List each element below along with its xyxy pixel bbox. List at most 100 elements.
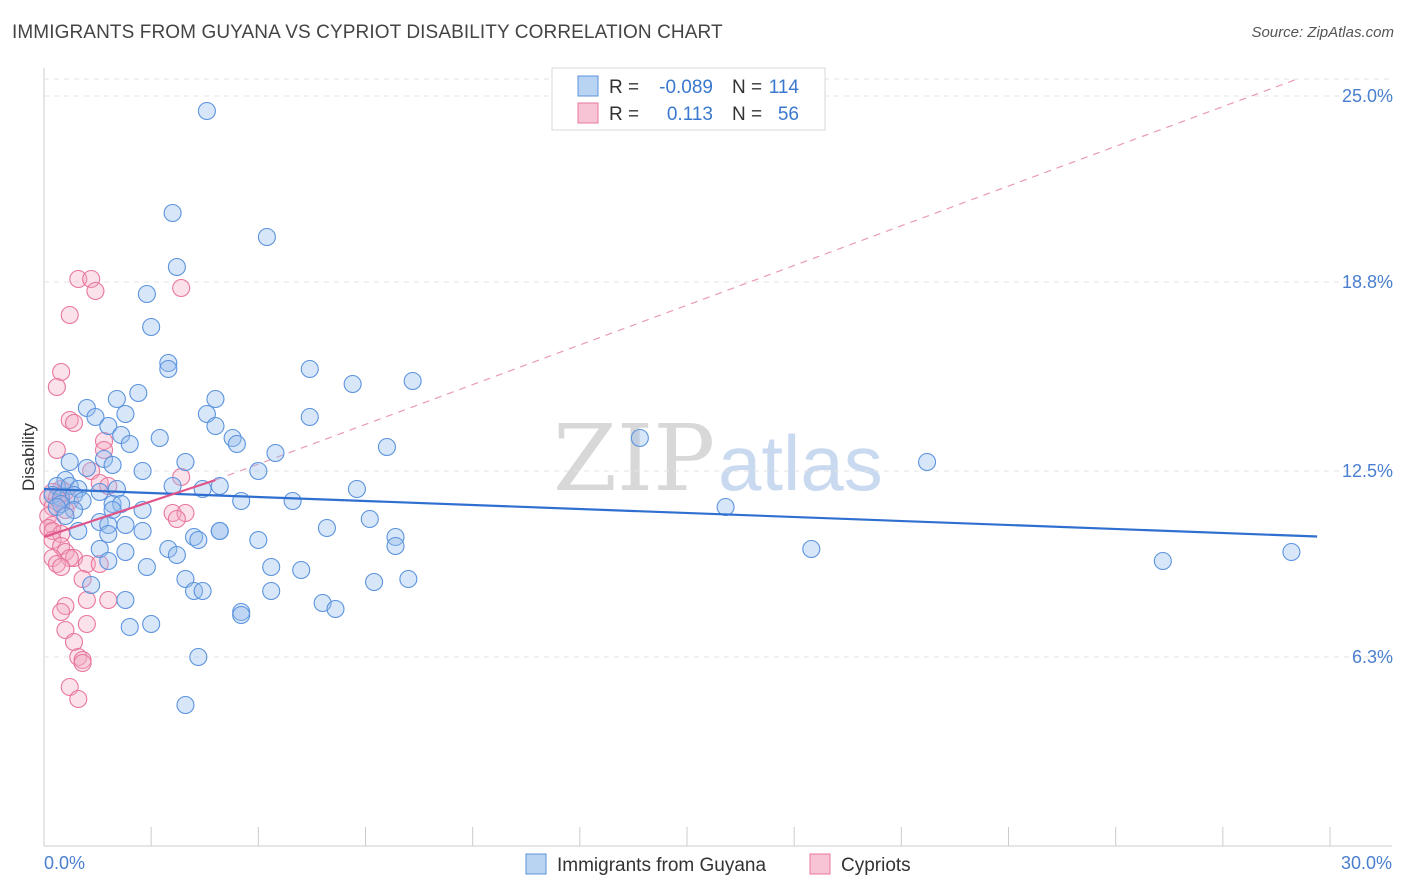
guyana-point xyxy=(197,101,216,121)
guyana-point xyxy=(189,647,208,667)
legend-r-value-blue: -0.089 xyxy=(659,77,713,98)
guyana-point xyxy=(300,359,319,379)
guyana-point xyxy=(120,434,139,454)
cypriots-point xyxy=(47,377,66,397)
guyana-point xyxy=(802,539,821,559)
guyana-point xyxy=(167,257,186,277)
cypriots-point xyxy=(64,632,84,652)
cypriots-point xyxy=(52,602,71,622)
guyana-point xyxy=(159,359,178,379)
guyana-point xyxy=(249,530,268,550)
cypriots-point xyxy=(69,689,88,709)
guyana-point xyxy=(210,521,229,541)
cypriots-point xyxy=(172,278,191,298)
guyana-point xyxy=(360,509,379,529)
guyana-point xyxy=(116,590,135,610)
bottom-legend-swatch-pink xyxy=(809,853,831,875)
cypriots-point xyxy=(77,614,96,634)
bottom-legend-label-blue: Immigrants from Guyana xyxy=(557,855,766,876)
guyana-point xyxy=(232,605,251,625)
trend-lines xyxy=(215,77,1301,481)
guyana-point xyxy=(99,551,118,571)
bottom-legend: Immigrants from Guyana Cypriots xyxy=(525,853,911,876)
guyana-point xyxy=(82,575,101,595)
guyana-point xyxy=(1153,551,1172,571)
cypriots-trend-dashed xyxy=(215,77,1301,481)
bottom-legend-label-pink: Cypriots xyxy=(841,855,911,876)
guyana-point xyxy=(918,452,937,472)
guyana-point xyxy=(283,491,302,511)
guyana-point xyxy=(365,572,384,592)
guyana-point xyxy=(99,524,118,544)
cypriots-trend-line xyxy=(43,478,216,539)
legend-swatch-blue xyxy=(577,75,599,97)
guyana-point xyxy=(56,506,75,526)
guyana-point xyxy=(292,560,311,580)
guyana-point xyxy=(317,518,336,538)
y-tick-label: 6.3% xyxy=(1352,647,1393,667)
guyana-point xyxy=(176,452,195,472)
guyana-point xyxy=(163,203,182,223)
gridlines xyxy=(44,78,1392,658)
guyana-point xyxy=(137,284,156,304)
guyana-point xyxy=(249,461,268,481)
cypriots-point xyxy=(52,557,71,577)
guyana-point xyxy=(630,428,649,448)
legend-r-label-pink: R = xyxy=(609,104,639,125)
guyana-point xyxy=(120,617,139,637)
guyana-point xyxy=(116,542,135,562)
legend-n-label-blue: N = xyxy=(732,77,762,98)
guyana-point xyxy=(193,581,212,601)
x-tick-label-min: 0.0% xyxy=(44,853,85,873)
y-tick-labels: 6.3% 12.5% 18.8% 25.0% xyxy=(1342,86,1393,667)
guyana-point xyxy=(133,461,152,481)
guyana-point xyxy=(266,443,285,463)
guyana-point xyxy=(347,479,366,499)
guyana-point xyxy=(116,404,135,424)
guyana-point xyxy=(159,353,178,373)
top-legend: R = -0.089 N = 114 R = 0.113 N = 56 xyxy=(551,67,826,131)
guyana-point xyxy=(262,581,281,601)
y-axis-label: Disability xyxy=(19,422,38,491)
legend-r-label-blue: R = xyxy=(609,77,639,98)
guyana-point xyxy=(1282,542,1301,562)
guyana-point xyxy=(262,557,281,577)
guyana-point xyxy=(116,515,135,535)
guyana-point xyxy=(107,479,126,499)
guyana-point xyxy=(716,497,735,517)
guyana-point xyxy=(60,452,79,472)
legend-r-value-pink: 0.113 xyxy=(667,104,713,125)
guyana-point xyxy=(167,545,186,565)
y-tick-label: 12.5% xyxy=(1342,461,1393,481)
guyana-point xyxy=(326,599,345,619)
cypriots-point xyxy=(60,305,79,325)
cypriots-point xyxy=(82,269,101,289)
cypriots-point xyxy=(77,590,96,610)
guyana-point xyxy=(386,536,405,556)
legend-n-value-blue: 114 xyxy=(769,77,800,98)
guyana-point xyxy=(150,428,169,448)
guyana-point xyxy=(133,521,152,541)
guyana-point xyxy=(257,227,276,247)
guyana-point xyxy=(377,437,396,457)
legend-n-label-pink: N = xyxy=(732,104,762,125)
guyana-point xyxy=(189,530,208,550)
cypriots-point xyxy=(64,413,84,433)
cypriots-point xyxy=(73,653,92,673)
watermark-zip: ZIP xyxy=(553,405,715,512)
x-tick-label-max: 30.0% xyxy=(1341,853,1392,873)
guyana-point xyxy=(176,695,195,715)
watermark-atlas: atlas xyxy=(718,419,883,507)
source-label: Source: ZipAtlas.com xyxy=(1251,24,1394,41)
cypriots-point xyxy=(86,281,105,301)
guyana-point xyxy=(77,458,96,478)
cypriots-point xyxy=(167,509,186,529)
cypriots-point xyxy=(77,554,96,574)
guyana-point xyxy=(227,434,246,454)
guyana-point xyxy=(142,317,161,337)
legend-swatch-pink xyxy=(577,102,599,124)
y-tick-label: 25.0% xyxy=(1342,86,1393,106)
guyana-point xyxy=(86,407,105,427)
guyana-point xyxy=(107,389,126,409)
cypriots-point xyxy=(47,440,66,460)
